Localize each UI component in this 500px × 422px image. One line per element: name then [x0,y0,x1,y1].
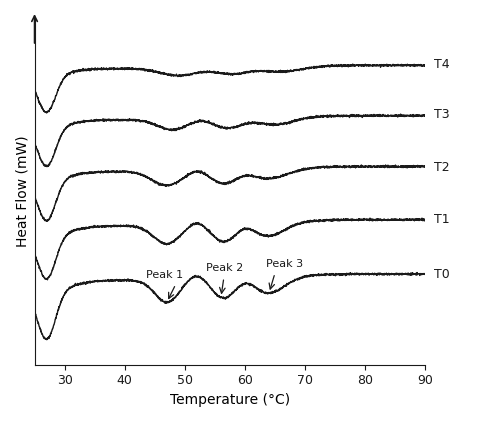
Text: T3: T3 [434,108,450,121]
Y-axis label: Heat Flow (mW): Heat Flow (mW) [15,135,29,247]
Text: T2: T2 [434,160,450,173]
Text: Peak 3: Peak 3 [266,259,303,269]
Text: Peak 1: Peak 1 [146,270,183,280]
Text: Peak 2: Peak 2 [206,263,243,273]
Text: T4: T4 [434,59,450,71]
X-axis label: Temperature (°C): Temperature (°C) [170,393,290,407]
Text: T0: T0 [434,268,450,281]
Text: T1: T1 [434,213,450,226]
